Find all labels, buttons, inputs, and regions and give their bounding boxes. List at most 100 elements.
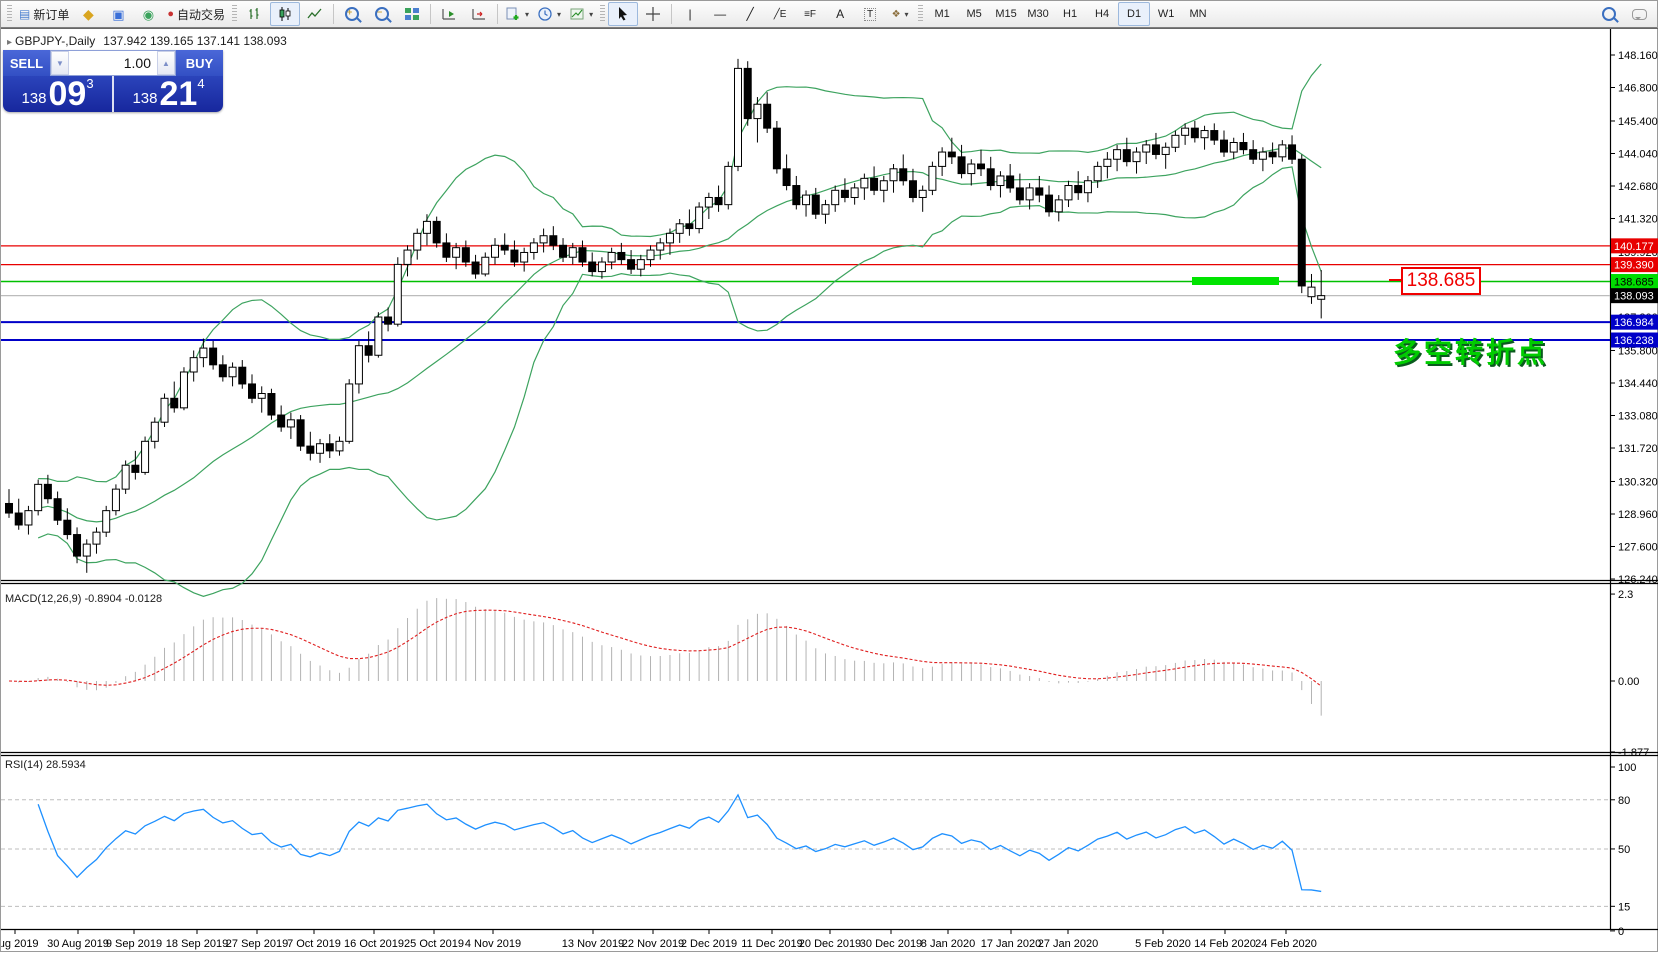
svg-text:30 Dec 2019: 30 Dec 2019 [860,938,922,950]
trendline-button[interactable]: ╱ [735,2,765,26]
line-chart-button[interactable] [300,2,330,26]
svg-text:144.040: 144.040 [1618,148,1658,160]
auto-trading-button[interactable]: ● 自动交易 [163,2,229,26]
svg-text:148.160: 148.160 [1618,50,1658,62]
timeframe-toolbar: M1 M5 M15 M30 H1 H4 D1 W1 MN [926,2,1214,26]
timeframe-m5-button[interactable]: M5 [966,8,982,20]
chart-shift-button[interactable] [464,2,494,26]
sell-price-button[interactable]: 138 09 3 [3,76,114,112]
volume-decrease-button[interactable]: ▼ [51,51,69,75]
support-highlight-bar[interactable] [1192,277,1279,285]
macd-indicator-label: MACD(12,26,9) -0.8904 -0.0128 [5,593,163,605]
sell-button[interactable]: SELL [9,55,44,71]
turning-point-annotation[interactable]: 多空转折点 [1393,337,1549,368]
buy-price-button[interactable]: 138 21 4 [114,76,223,112]
volume-input[interactable]: 1.00 [123,55,151,71]
auto-scroll-button[interactable] [434,2,464,26]
timeframe-m30-button[interactable]: M30 [1027,8,1049,20]
timeframe-h4-button[interactable]: H4 [1095,8,1110,20]
channel-icon: ╱E [773,8,787,20]
auto-trading-label: 自动交易 [177,7,226,22]
svg-text:100: 100 [1618,762,1636,774]
template-icon [570,8,584,20]
timeframe-d1-button[interactable]: D1 [1118,2,1151,26]
vertical-line-button[interactable]: | [675,2,705,26]
toolbar-grip-3[interactable] [600,5,606,23]
svg-text:20 Dec 2019: 20 Dec 2019 [799,938,861,950]
line-chart-icon [307,8,322,19]
svg-text:13 Nov 2019: 13 Nov 2019 [562,938,624,950]
toolbar-grip-4[interactable] [918,5,924,23]
svg-text:Aug 2019: Aug 2019 [1,938,39,950]
clock-icon [538,7,552,21]
zoom-in-button[interactable]: + [337,2,367,26]
candlestick-chart-button[interactable] [270,2,301,26]
bar-chart-button[interactable] [240,2,270,26]
terminal-button[interactable]: ▣ [103,2,133,26]
chat-icon [1631,8,1647,20]
crosshair-icon [646,7,661,21]
svg-text:146.800: 146.800 [1618,83,1658,95]
timeframe-mn-button[interactable]: MN [1189,8,1207,20]
fibonacci-icon: ≡F [804,8,817,20]
svg-text:2 Dec 2019: 2 Dec 2019 [681,938,737,950]
svg-text:8 Jan 2020: 8 Jan 2020 [921,938,975,950]
signal-radar-icon: ◉ [142,6,155,22]
dropdown-caret-icon: ▾ [525,9,530,19]
periods-button[interactable]: ▾ [533,2,565,26]
toolbar-separator [497,4,499,24]
horizontal-line-icon: — [714,7,727,21]
cursor-button[interactable] [608,2,639,26]
crosshair-button[interactable] [638,2,668,26]
svg-text:145.400: 145.400 [1618,116,1658,128]
svg-text:80: 80 [1618,795,1630,807]
volume-increase-button[interactable]: ▲ [157,51,175,75]
text-label-button[interactable]: T [855,2,885,26]
templates-button[interactable]: ▾ [565,2,597,26]
toolbar-grip-2[interactable] [232,5,238,23]
new-order-icon: ▤ [19,7,31,21]
svg-text:50: 50 [1618,844,1630,856]
price-level-box[interactable]: 138.685 [1389,267,1481,295]
svg-text:127.600: 127.600 [1618,542,1658,554]
one-click-trading-panel: SELL ▼ 1.00 ▲ BUY 138 09 3 138 21 4 [3,50,223,112]
svg-text:139.390: 139.390 [1614,260,1654,272]
zoom-out-button[interactable]: − [367,2,397,26]
timeframe-m1-button[interactable]: M1 [934,8,950,20]
history-center-button[interactable]: ◆ [73,2,103,26]
svg-text:24 Feb 2020: 24 Feb 2020 [1255,938,1317,950]
chat-button[interactable] [1624,2,1654,26]
chart-shift-icon [472,9,486,20]
new-order-button[interactable]: ▤ 新订单 [15,2,73,26]
timeframe-w1-button[interactable]: W1 [1157,8,1175,20]
horizontal-line-button[interactable]: — [705,2,735,26]
svg-text:133.080: 133.080 [1618,411,1658,423]
timeframe-m15-button[interactable]: M15 [995,8,1017,20]
svg-text:138.685: 138.685 [1614,277,1654,289]
timeframe-h1-button[interactable]: H1 [1063,8,1078,20]
channel-button[interactable]: ╱E [765,2,795,26]
search-button[interactable] [1594,2,1624,26]
bid-point: 3 [86,76,94,91]
signals-button[interactable]: ◉ [133,2,163,26]
svg-text:18 Sep 2019: 18 Sep 2019 [166,938,228,950]
fibonacci-button[interactable]: ≡F [795,2,825,26]
buy-button[interactable]: BUY [185,55,214,71]
toolbar-grip[interactable] [7,5,12,23]
svg-text:11 Dec 2019: 11 Dec 2019 [741,938,803,950]
new-chart-button[interactable]: ▾ [501,2,533,26]
toolbar-separator [671,4,673,24]
bar-chart-icon [249,8,259,19]
ask-pips: 21 [159,75,198,112]
tile-windows-icon [405,8,420,20]
arrows-button[interactable]: ❖ ▾ [885,2,915,26]
svg-text:27 Jan 2020: 27 Jan 2020 [1038,938,1099,950]
toolbar-separator [430,4,432,24]
svg-text:0: 0 [1618,926,1624,938]
symbol-marker-icon: ▸ [7,37,13,48]
svg-text:136.984: 136.984 [1614,317,1654,329]
text-button[interactable]: A [825,2,855,26]
tile-windows-button[interactable] [397,2,427,26]
svg-text:0.00: 0.00 [1618,676,1639,688]
